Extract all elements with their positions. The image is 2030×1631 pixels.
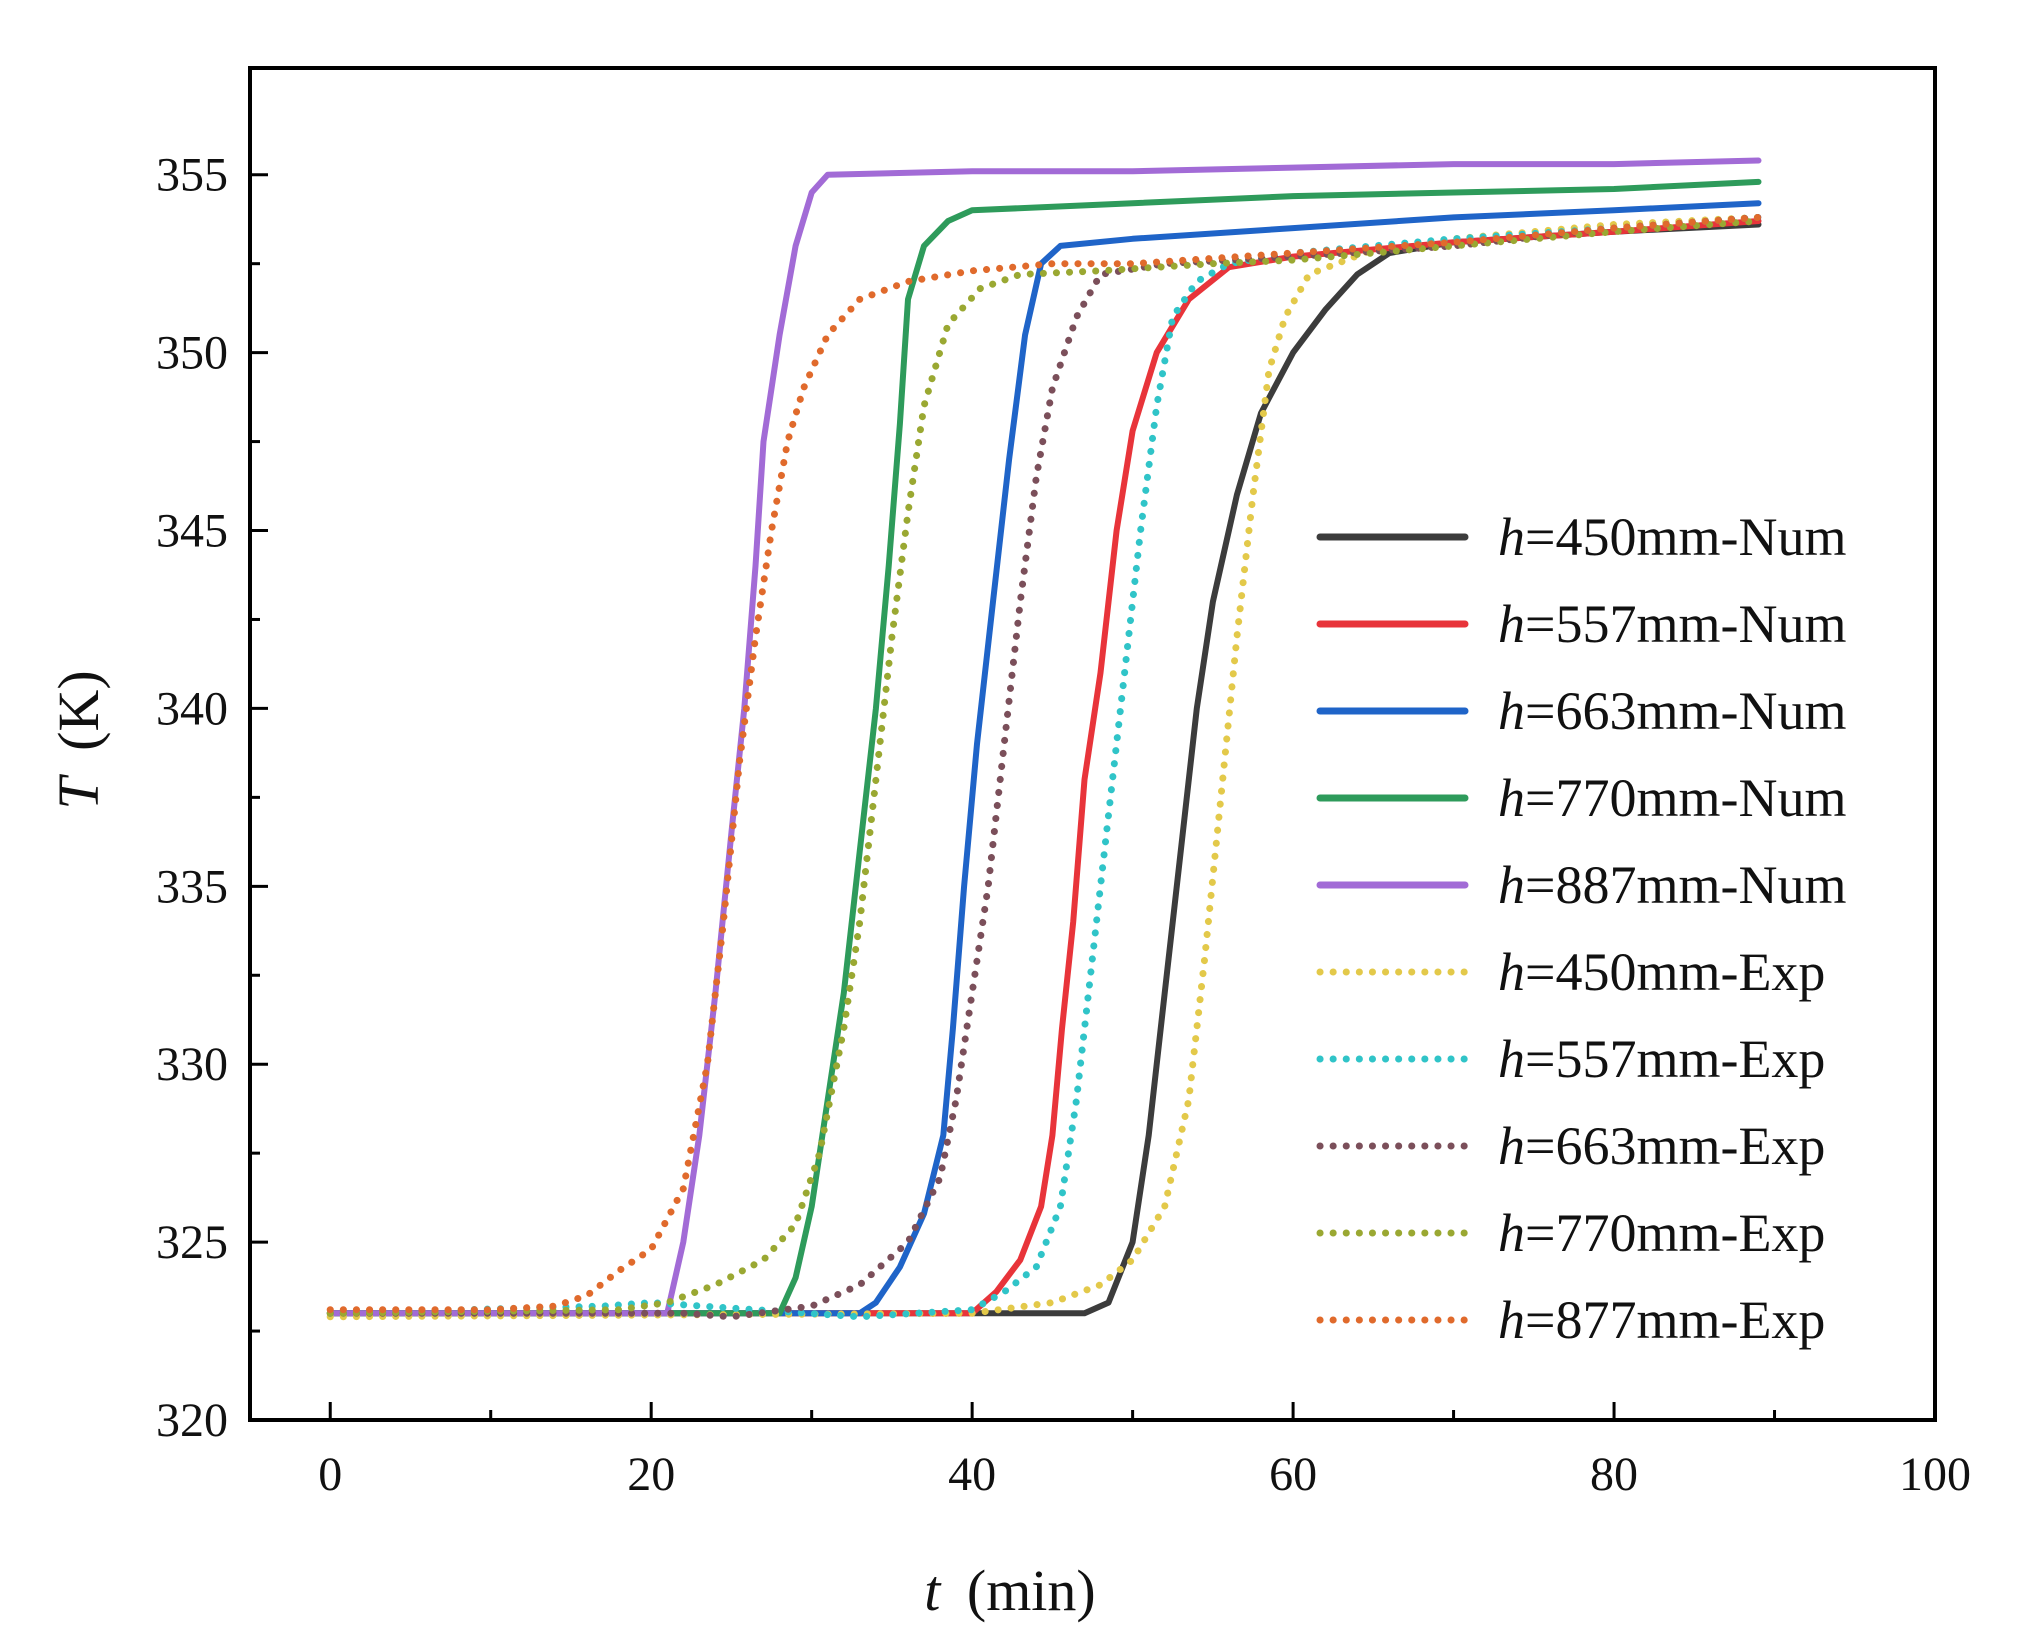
y-axis-unit: (K) (46, 670, 111, 751)
x-tick-label: 20 (627, 1448, 675, 1501)
legend-label: h=557mm-Exp (1498, 1029, 1825, 1089)
legend-label: h=770mm-Exp (1498, 1203, 1825, 1263)
x-axis-variable: t (924, 1558, 942, 1623)
x-tick-label: 40 (948, 1448, 996, 1501)
legend-label: h=450mm-Num (1498, 507, 1846, 567)
series-line-9 (326, 217, 1762, 1317)
x-axis-ticks: 0 20 40 60 80 100 (318, 1402, 1971, 1501)
legend-label: h=450mm-Exp (1498, 942, 1825, 1002)
series-layer (326, 157, 1762, 1321)
x-tick-label: 100 (1899, 1448, 1971, 1501)
x-axis-title: t (min) (924, 1558, 1095, 1623)
svg-text:T (K): T (K) (46, 670, 111, 809)
legend-label: h=770mm-Num (1498, 768, 1846, 828)
y-axis-variable: T (46, 774, 111, 810)
series-line-3 (327, 200, 1762, 1317)
legend-label: h=887mm-Num (1498, 855, 1846, 915)
y-tick-label: 325 (156, 1216, 228, 1269)
y-axis-title: T (K) (46, 670, 111, 809)
y-axis-ticks: 320 325 330 335 340 345 350 355 (156, 149, 268, 1447)
series-line-10 (326, 213, 1762, 1314)
x-tick-label: 80 (1590, 1448, 1638, 1501)
legend-label: h=663mm-Exp (1498, 1116, 1825, 1176)
y-tick-label: 320 (156, 1394, 228, 1447)
legend-label: h=557mm-Num (1498, 594, 1846, 654)
plot-frame (248, 66, 1937, 1422)
y-tick-label: 355 (156, 149, 228, 202)
y-tick-label: 345 (156, 505, 228, 558)
legend-label: h=663mm-Num (1498, 681, 1846, 741)
series-line-2 (327, 218, 1762, 1317)
legend: h=450mm-Num h=557mm-Num h=663mm-Num h=770mm… (1316, 507, 1846, 1350)
x-tick-label: 60 (1269, 1448, 1317, 1501)
y-tick-label: 340 (156, 682, 228, 735)
series-line-1 (327, 221, 1762, 1317)
legend-label: h=877mm-Exp (1498, 1290, 1825, 1350)
y-tick-label: 335 (156, 860, 228, 913)
y-tick-label: 350 (156, 327, 228, 380)
series-line-4 (327, 178, 1762, 1317)
y-tick-label: 330 (156, 1038, 228, 1091)
x-axis-unit: (min) (967, 1558, 1096, 1623)
series-line-8 (326, 213, 1762, 1321)
x-tick-label: 0 (318, 1448, 342, 1501)
plot-area: 0 20 40 60 80 100 320 325 330 335 340 345 350 355 (156, 66, 1971, 1501)
svg-text:t (min): t (min) (924, 1558, 1095, 1623)
series-line-5 (327, 157, 1762, 1317)
